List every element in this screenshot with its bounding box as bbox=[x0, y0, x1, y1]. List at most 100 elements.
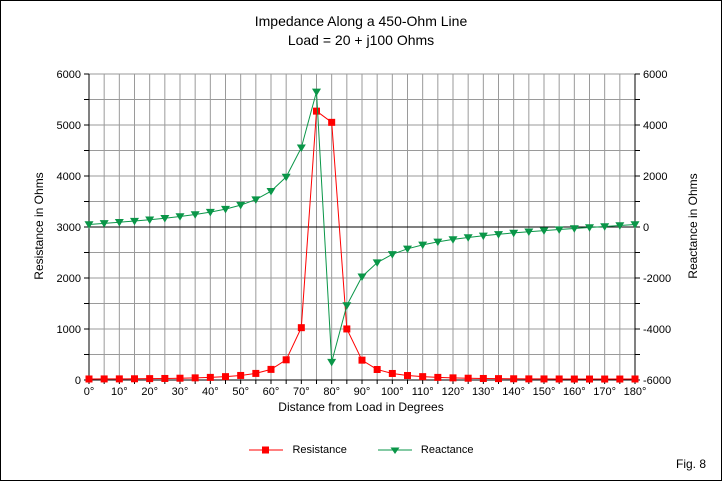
reactance-marker bbox=[387, 251, 397, 259]
resistance-marker bbox=[176, 374, 184, 382]
x-tick-label: 20° bbox=[141, 386, 158, 398]
x-tick-label: 0° bbox=[84, 386, 95, 398]
reactance-marker bbox=[478, 232, 488, 241]
resistance-marker bbox=[358, 356, 366, 364]
right-tick-label: -6000 bbox=[643, 375, 671, 387]
resistance-marker bbox=[115, 375, 123, 383]
resistance-marker bbox=[343, 325, 351, 333]
resistance-marker bbox=[146, 375, 154, 383]
left-tick-label: 6000 bbox=[57, 69, 81, 81]
resistance-marker bbox=[282, 356, 290, 364]
reactance-marker bbox=[372, 259, 382, 267]
resistance-marker bbox=[479, 374, 487, 382]
resistance-marker bbox=[434, 373, 442, 381]
reactance-marker bbox=[403, 245, 412, 254]
left-axis-title: Resistance in Ohms bbox=[32, 172, 46, 280]
reactance-marker bbox=[251, 196, 261, 204]
x-tick-label: 120° bbox=[442, 386, 465, 398]
reactance-marker bbox=[418, 241, 428, 250]
reactance-marker bbox=[84, 221, 94, 229]
reactance-marker bbox=[585, 224, 594, 232]
resistance-marker bbox=[586, 375, 593, 383]
resistance-marker bbox=[510, 375, 518, 383]
legend-item-resistance: Resistance bbox=[248, 444, 347, 456]
resistance-marker bbox=[419, 373, 427, 381]
resistance-marker bbox=[449, 374, 457, 382]
resistance-marker bbox=[464, 374, 472, 382]
right-tick-label: 6000 bbox=[643, 69, 667, 81]
x-tick-label: 130° bbox=[472, 386, 495, 398]
reactance-marker bbox=[600, 223, 610, 231]
resistance-marker bbox=[525, 375, 533, 383]
reactance-marker bbox=[175, 213, 185, 221]
right-tick-label: -4000 bbox=[643, 324, 671, 336]
reactance-marker bbox=[569, 225, 579, 233]
reactance-line-marker-icon bbox=[377, 447, 412, 454]
resistance-marker bbox=[222, 373, 229, 381]
x-tick-label: 100° bbox=[381, 386, 404, 398]
reactance-marker bbox=[539, 227, 549, 235]
reactance-marker bbox=[494, 231, 503, 239]
resistance-marker bbox=[85, 375, 93, 383]
resistance-marker bbox=[404, 372, 411, 380]
legend-item-reactance: Reactance bbox=[377, 444, 474, 456]
x-tick-label: 140° bbox=[502, 386, 525, 398]
x-tick-label: 30° bbox=[172, 386, 189, 398]
reactance-marker bbox=[296, 144, 306, 152]
x-tick-label: 70° bbox=[293, 386, 310, 398]
resistance-marker bbox=[206, 373, 214, 381]
legend-label-resistance: Resistance bbox=[292, 444, 347, 456]
resistance-marker bbox=[388, 369, 396, 377]
reactance-marker bbox=[433, 238, 443, 247]
right-axis-title: Reactance in Ohms bbox=[686, 173, 700, 279]
reactance-marker bbox=[160, 215, 170, 223]
figure-number-label: Fig. 8 bbox=[675, 457, 706, 471]
reactance-marker bbox=[615, 222, 625, 230]
x-tick-label: 40° bbox=[202, 386, 219, 398]
x-tick-label: 80° bbox=[323, 386, 340, 398]
x-tick-label: 160° bbox=[563, 386, 586, 398]
reactance-marker bbox=[630, 221, 640, 229]
reactance-marker bbox=[114, 219, 124, 227]
resistance-marker bbox=[131, 375, 138, 383]
left-tick-label: 2000 bbox=[57, 273, 81, 285]
right-tick-label: 0 bbox=[643, 222, 649, 234]
left-tick-label: 3000 bbox=[57, 222, 81, 234]
resistance-marker bbox=[570, 375, 578, 383]
resistance-marker bbox=[373, 365, 381, 373]
legend: Resistance Reactance bbox=[1, 444, 721, 456]
reactance-marker bbox=[190, 211, 200, 219]
reactance-marker bbox=[236, 201, 246, 210]
resistance-marker bbox=[100, 375, 108, 383]
reactance-marker bbox=[281, 173, 291, 182]
left-tick-label: 1000 bbox=[57, 324, 81, 336]
reactance-marker bbox=[554, 226, 564, 234]
x-tick-label: 60° bbox=[263, 386, 280, 398]
resistance-marker bbox=[555, 375, 563, 383]
reactance-marker bbox=[509, 229, 519, 238]
reactance-marker bbox=[99, 220, 109, 228]
reactance-marker bbox=[327, 358, 337, 367]
resistance-marker bbox=[631, 375, 639, 383]
reactance-marker bbox=[463, 234, 473, 242]
reactance-marker bbox=[312, 88, 321, 97]
right-tick-label: -2000 bbox=[643, 273, 671, 285]
resistance-marker bbox=[616, 375, 624, 383]
reactance-marker bbox=[266, 187, 276, 196]
x-tick-label: 180° bbox=[624, 386, 647, 398]
resistance-marker bbox=[601, 375, 609, 383]
reactance-marker bbox=[524, 228, 534, 237]
x-tick-label: 90° bbox=[354, 386, 371, 398]
x-tick-label: 150° bbox=[533, 386, 556, 398]
legend-label-reactance: Reactance bbox=[420, 444, 474, 456]
resistance-marker bbox=[495, 375, 502, 383]
reactance-marker bbox=[342, 302, 352, 310]
left-tick-label: 4000 bbox=[57, 171, 81, 183]
reactance-marker bbox=[448, 236, 458, 244]
resistance-marker bbox=[191, 374, 199, 382]
reactance-marker bbox=[145, 216, 155, 224]
reactance-marker bbox=[205, 208, 215, 217]
resistance-marker bbox=[328, 118, 336, 126]
